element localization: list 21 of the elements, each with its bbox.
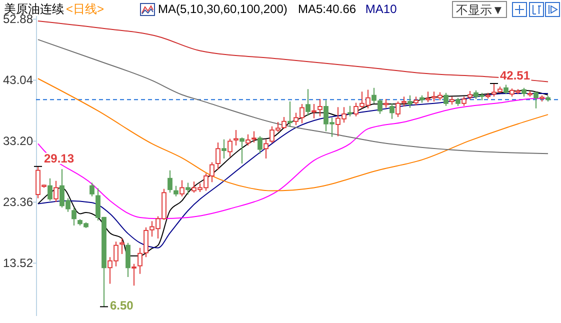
text: MA(5,10,30,60,100,200) — [158, 2, 288, 16]
annotation: 6.50 — [110, 298, 134, 313]
candlestick — [120, 238, 124, 255]
chart-subtitle: <日线> — [66, 2, 104, 16]
chart-title: 美原油连续 — [4, 2, 64, 16]
line-series — [38, 20, 548, 82]
y-tick-label: 23.36 — [2, 195, 34, 210]
candlestick — [288, 101, 292, 128]
line-series — [38, 39, 548, 154]
candlestick — [222, 138, 226, 160]
text: MA10 — [365, 2, 398, 16]
y-tick-label: 43.04 — [2, 73, 34, 88]
annotation: 不显示▼ — [456, 3, 504, 17]
y-tick-label: 13.52 — [2, 256, 34, 270]
y-tick-label: 33.20 — [2, 134, 34, 148]
text: MA5:40.66 — [298, 2, 356, 16]
candlestick — [318, 98, 322, 117]
line-series — [38, 78, 548, 192]
candlestick — [306, 88, 310, 116]
candlestick — [234, 130, 238, 146]
candlestick — [186, 182, 190, 196]
